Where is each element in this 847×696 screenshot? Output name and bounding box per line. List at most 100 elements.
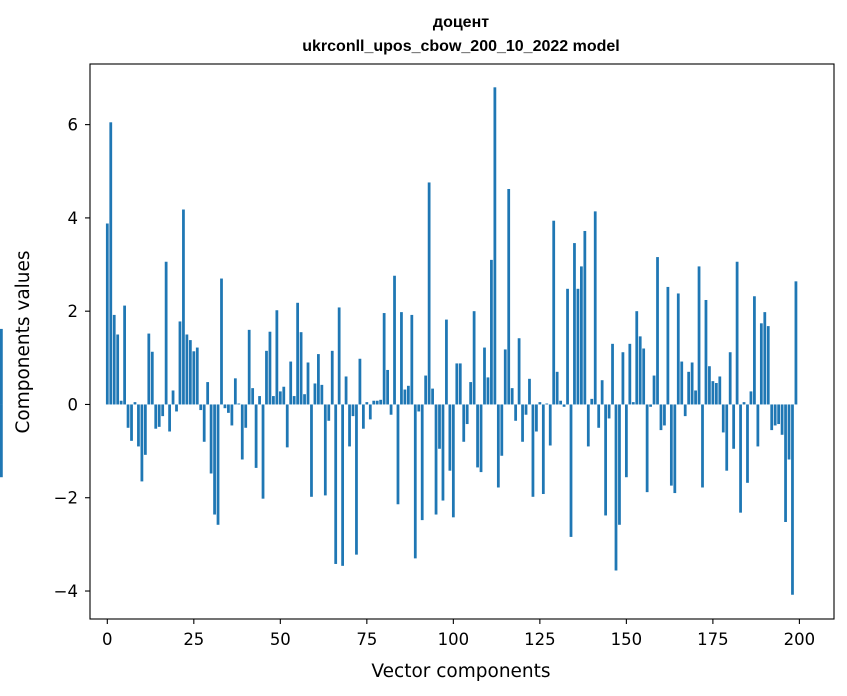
bar [701, 404, 704, 488]
bar [766, 326, 770, 405]
x-tick-label: 200 [784, 630, 816, 649]
bar [569, 404, 573, 537]
bar [123, 305, 126, 405]
bar [420, 404, 424, 521]
bar [490, 259, 493, 405]
bar [313, 383, 317, 405]
bar [528, 378, 531, 405]
bar [410, 314, 414, 405]
bar [199, 404, 203, 411]
bar [593, 211, 597, 405]
y-axis-ticks: −4 −2 0 2 4 6 [54, 116, 90, 601]
bar [268, 331, 272, 405]
bar [382, 313, 386, 405]
bar [486, 377, 490, 405]
bar [434, 404, 438, 515]
bar [531, 404, 535, 497]
bar [406, 385, 410, 405]
bar [320, 384, 324, 405]
bar [469, 382, 473, 405]
bar [372, 400, 376, 405]
bar [296, 302, 300, 405]
y-tick-label: 6 [68, 116, 79, 135]
bar [697, 266, 701, 405]
bar [676, 293, 680, 405]
bar [656, 257, 659, 405]
bar [348, 404, 351, 447]
bar [178, 321, 182, 405]
bar [161, 404, 165, 417]
bar [109, 122, 113, 405]
bar [448, 404, 452, 471]
bar [583, 230, 587, 405]
bar [784, 404, 787, 522]
bar [400, 312, 403, 405]
bar [514, 404, 518, 421]
bar [746, 404, 749, 483]
bar [119, 400, 123, 405]
bar [749, 391, 753, 405]
bar [227, 404, 230, 413]
bar [604, 404, 607, 516]
bar [303, 394, 306, 405]
bar [240, 404, 244, 460]
bar [479, 404, 483, 473]
bar [687, 371, 691, 405]
bar [182, 209, 185, 405]
bar [666, 286, 670, 405]
bar [150, 351, 154, 405]
bar [728, 352, 732, 405]
bar [171, 390, 175, 405]
bar [282, 386, 286, 405]
bar [711, 381, 715, 405]
bar [154, 404, 158, 429]
bar [718, 376, 722, 405]
bar [355, 404, 358, 555]
bar [638, 336, 642, 405]
bar [330, 350, 334, 405]
bar [275, 310, 279, 405]
bar [721, 404, 725, 433]
bar [753, 296, 756, 405]
bar [175, 404, 178, 412]
bar [614, 404, 618, 571]
bar [493, 87, 497, 405]
plot-area-frame [89, 63, 835, 620]
bar [791, 404, 794, 595]
bar [552, 220, 556, 405]
bar [358, 358, 362, 405]
bar [787, 404, 791, 460]
bar [323, 404, 327, 496]
bar [458, 363, 462, 405]
bar [140, 404, 144, 482]
bar [611, 343, 614, 405]
bar [445, 319, 448, 405]
x-tick-label: 75 [356, 630, 377, 649]
bar [624, 404, 628, 478]
chart-title: доцент [433, 14, 489, 31]
bar [538, 402, 542, 405]
bar [704, 299, 708, 405]
x-tick-label: 50 [270, 630, 291, 649]
y-tick-label: 0 [68, 395, 79, 414]
bar [351, 404, 355, 417]
bar [507, 188, 511, 405]
x-tick-label: 125 [524, 630, 556, 649]
bar [344, 376, 348, 405]
x-tick-label: 175 [697, 630, 729, 649]
bar [562, 404, 566, 407]
bar [714, 383, 718, 405]
bar [265, 350, 268, 405]
bar [185, 334, 189, 405]
bar [618, 404, 621, 525]
bar [438, 404, 441, 449]
bar [690, 362, 694, 405]
bar [130, 404, 133, 441]
bar [496, 404, 500, 488]
bar [732, 404, 736, 449]
x-axis-label: Vector components [371, 661, 550, 682]
bar [164, 261, 168, 405]
bar [555, 371, 559, 405]
